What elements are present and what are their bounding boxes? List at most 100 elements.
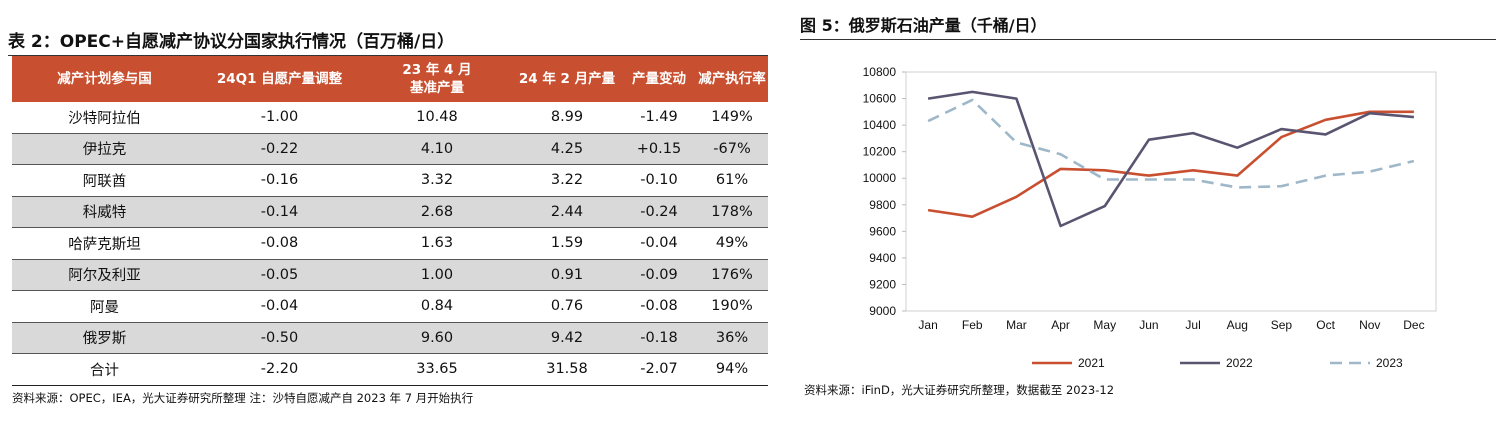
table-cell: 3.32 xyxy=(362,164,512,197)
table-cell: 9.60 xyxy=(362,322,512,354)
table-header-line: 产量变动 xyxy=(632,71,686,87)
legend-label-2022: 2022 xyxy=(1226,356,1253,370)
table-cell: 31.58 xyxy=(512,353,622,386)
table-header-line: 减产计划参与国 xyxy=(57,71,152,87)
table-cell: 33.65 xyxy=(362,353,512,386)
chart-box: 9000 9200 9400 9600 9800 10000 10200 10400 10600… xyxy=(810,52,1500,382)
table-title: 表 2：OPEC+自愿减产协议分国家执行情况（百万桶/日） xyxy=(8,32,455,52)
table-cell: 0.84 xyxy=(362,290,512,323)
chart-title: 图 5：俄罗斯石油产量（千桶/日） xyxy=(800,16,1047,35)
table-header-2: 23 年 4 月基准产量 xyxy=(362,56,512,102)
table-cell: 1.59 xyxy=(512,227,622,260)
table-row: 沙特阿拉伯 -1.00 10.48 8.99 -1.49 149% xyxy=(12,102,768,134)
chart-title-rule xyxy=(800,39,1496,40)
table-cell: 9.42 xyxy=(512,322,622,354)
table-body: 沙特阿拉伯 -1.00 10.48 8.99 -1.49 149% 伊拉克 -0.22 4.10… xyxy=(12,102,768,386)
table-cell: -0.09 xyxy=(622,259,696,291)
y-tick-label: 9800 xyxy=(869,198,896,212)
table-header-3: 24 年 2 月产量 xyxy=(512,56,622,102)
legend-label-2023: 2023 xyxy=(1376,356,1403,370)
y-tick-label: 9200 xyxy=(869,277,896,291)
table-cell: -1.00 xyxy=(197,102,362,134)
table-header-row: 减产计划参与国 24Q1 自愿产量调整 23 年 4 月基准产量 24 年 2 月产量… xyxy=(12,56,768,102)
table-cell: -0.04 xyxy=(197,290,362,323)
series-line-2023 xyxy=(927,98,1415,189)
table-header-line: 24 年 2 月产量 xyxy=(518,71,616,87)
y-tick-label: 9000 xyxy=(869,304,896,318)
table-header-4: 产量变动 xyxy=(622,56,696,102)
plot-frame xyxy=(905,71,1437,312)
x-tick-label: Feb xyxy=(962,318,983,332)
table-cell: -0.05 xyxy=(197,259,362,291)
series-line-2022 xyxy=(927,90,1415,228)
table-cell: 哈萨克斯坦 xyxy=(12,227,197,260)
x-tick-label: Mar xyxy=(1006,318,1027,332)
table-cell: 176% xyxy=(696,259,768,291)
table-title-rule xyxy=(8,55,768,56)
table-cell: 1.63 xyxy=(362,227,512,260)
table-row: 阿曼 -0.04 0.84 0.76 -0.08 190% xyxy=(12,290,768,323)
table-cell: -67% xyxy=(696,133,768,165)
table-cell: 4.25 xyxy=(512,133,622,165)
table-header-0: 减产计划参与国 xyxy=(12,56,197,102)
table-cell: 3.22 xyxy=(512,164,622,197)
table-header-1: 24Q1 自愿产量调整 xyxy=(197,56,362,102)
series-line-2021 xyxy=(927,110,1414,218)
x-tick-label: Dec xyxy=(1403,318,1424,332)
y-tick-label: 10600 xyxy=(863,92,897,106)
y-tick-label: 10400 xyxy=(863,118,897,132)
y-tick-label: 9400 xyxy=(869,251,896,265)
table-header-5: 减产执行率 xyxy=(696,56,768,102)
table-cell: -0.22 xyxy=(197,133,362,165)
x-tick-label: Sep xyxy=(1271,318,1293,332)
table-row: 合计 -2.20 33.65 31.58 -2.07 94% xyxy=(12,353,768,386)
x-tick-label: Jun xyxy=(1139,318,1158,332)
table-source-note: 资料来源：OPEC，IEA，光大证券研究所整理 注：沙特自愿减产自 2023 年… xyxy=(12,390,474,405)
table-cell: 4.10 xyxy=(362,133,512,165)
x-tick-label: Oct xyxy=(1316,318,1335,332)
table-header-line: 24Q1 自愿产量调整 xyxy=(216,71,343,87)
x-tick-label: Jul xyxy=(1185,318,1200,332)
table-cell: 0.76 xyxy=(512,290,622,323)
table-cell: 178% xyxy=(696,196,768,228)
table-cell: 阿曼 xyxy=(12,290,197,323)
chart-panel: 图 5：俄罗斯石油产量（千桶/日） 9000 9200 9400 9600 9800 10… xyxy=(800,14,1500,414)
table-cell: 伊拉克 xyxy=(12,133,197,165)
table-header-line: 基准产量 xyxy=(410,80,464,96)
table-cell: 94% xyxy=(696,353,768,386)
table-cell: 1.00 xyxy=(362,259,512,291)
table-cell: +0.15 xyxy=(622,133,696,165)
table-cell: -0.18 xyxy=(622,322,696,354)
table-panel: 表 2：OPEC+自愿减产协议分国家执行情况（百万桶/日） 减产计划参与国 24Q… xyxy=(8,30,768,406)
table-cell: -0.08 xyxy=(197,227,362,260)
table-cell: 0.91 xyxy=(512,259,622,291)
table-cell: 61% xyxy=(696,164,768,197)
y-tick-label: 10800 xyxy=(863,65,897,79)
table-cell: 8.99 xyxy=(512,102,622,134)
line-chart: 9000 9200 9400 9600 9800 10000 10200 10400 10600… xyxy=(863,65,1437,370)
table-row: 阿尔及利亚 -0.05 1.00 0.91 -0.09 176% xyxy=(12,259,768,291)
table-cell: -0.04 xyxy=(622,227,696,260)
x-tick-label: May xyxy=(1093,318,1116,332)
y-tick-label: 10000 xyxy=(863,171,897,185)
table-cell: -0.10 xyxy=(622,164,696,197)
x-tick-label: Nov xyxy=(1359,318,1380,332)
table-cell: -1.49 xyxy=(622,102,696,134)
table-cell: -0.24 xyxy=(622,196,696,228)
table-cell: 2.68 xyxy=(362,196,512,228)
chart-source-note: 资料来源：iFinD，光大证券研究所整理，数据截至 2023-12 xyxy=(804,383,1115,397)
table-cell: -2.07 xyxy=(622,353,696,386)
table-cell: 阿尔及利亚 xyxy=(12,259,197,291)
table-cell: 149% xyxy=(696,102,768,134)
opec-table: 减产计划参与国 24Q1 自愿产量调整 23 年 4 月基准产量 24 年 2 月产量… xyxy=(12,56,768,386)
table-row: 阿联酋 -0.16 3.32 3.22 -0.10 61% xyxy=(12,164,768,197)
table-cell: 190% xyxy=(696,290,768,323)
table-cell: -0.08 xyxy=(622,290,696,323)
table-cell: 合计 xyxy=(12,353,197,386)
table-cell: 科威特 xyxy=(12,196,197,228)
x-tick-label: Aug xyxy=(1227,318,1248,332)
table-row: 哈萨克斯坦 -0.08 1.63 1.59 -0.04 49% xyxy=(12,227,768,260)
table-cell: 2.44 xyxy=(512,196,622,228)
table-cell: 阿联酋 xyxy=(12,164,197,197)
x-tick-label: Jan xyxy=(918,318,937,332)
